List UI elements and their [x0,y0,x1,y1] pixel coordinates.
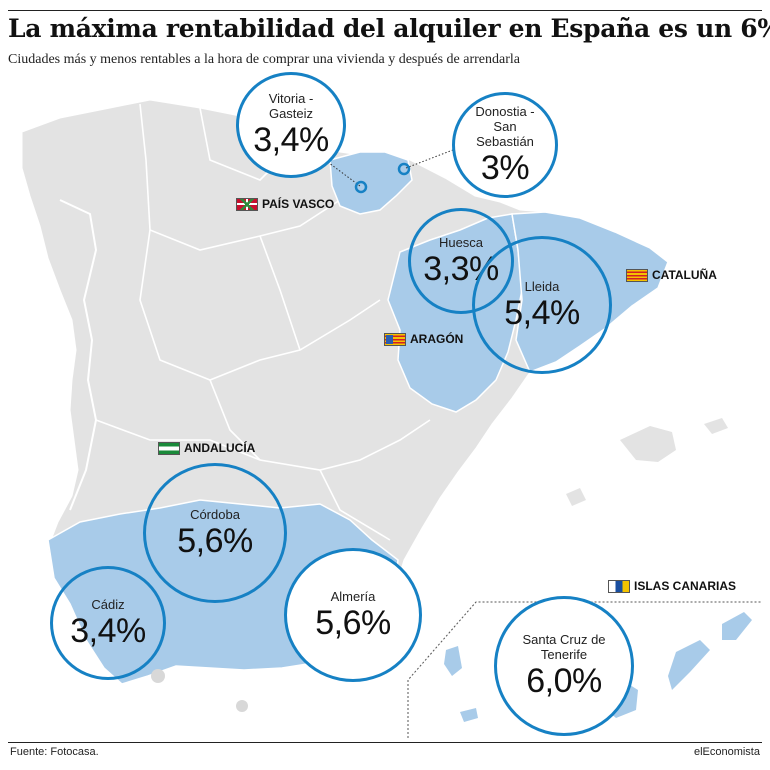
catalan-flag-icon [626,268,648,282]
region-name-cataluna: CATALUÑA [652,268,717,282]
city-value-vitoria: 3,4% [253,121,329,159]
la-palma-island [444,646,462,676]
city-name-huesca: Huesca [438,234,484,250]
melilla-dot [236,700,248,712]
vitoria-leader [324,159,361,187]
region-label-cataluna: CATALUÑA [626,268,717,282]
vitoria-marker [354,180,368,194]
region-label-canarias: ISLAS CANARIAS [608,579,736,593]
bubble-almeria: Almería 5,6% [284,548,422,682]
city-name-cordoba: Córdoba [190,506,240,522]
city-value-cadiz: 3,4% [70,611,146,650]
city-name-cadiz: Cádiz [91,596,125,612]
region-name-andalucia: ANDALUCÍA [184,441,256,455]
bottom-rule [8,742,762,743]
bubble-vitoria: Vitoria - Gasteiz 3,4% [236,72,346,178]
brand-credit: elEconomista [693,746,760,758]
city-value-cordoba: 5,6% [177,521,253,560]
region-label-aragon: ARAGÓN [384,332,463,346]
bubble-donostia: Donostia - San Sebastián 3% [452,92,558,198]
andalucia-flag-icon [158,441,180,455]
ibiza-island [566,488,586,506]
region-name-pais-vasco: PAÍS VASCO [262,197,335,211]
source-note: Fuente: Fotocasa. [10,746,99,758]
el-hierro-island [460,708,478,722]
bubble-cadiz: Cádiz 3,4% [50,566,166,680]
fuerteventura-island [668,640,710,690]
bubble-cordoba: Córdoba 5,6% [143,463,287,603]
region-name-canarias: ISLAS CANARIAS [634,579,737,593]
region-label-andalucia: ANDALUCÍA [158,441,255,455]
page-subtitle: Ciudades más y menos rentables a la hora… [8,52,520,67]
pais-vasco-region [329,151,413,215]
city-value-lleida: 5,4% [504,293,580,332]
canarias-flag-icon [608,579,630,593]
lanzarote-island [722,612,752,640]
city-value-tenerife: 6,0% [526,662,602,700]
city-value-almeria: 5,6% [315,603,391,642]
donostia-leader [405,147,459,169]
menorca-island [704,418,728,434]
ceuta-dot [151,669,165,683]
city-name-lleida: Lleida [524,278,560,294]
donostia-marker [397,162,411,176]
basque-flag-icon [236,197,258,211]
city-name-tenerife: Santa Cruz de Tenerife [522,632,606,662]
city-name-vitoria: Vitoria - Gasteiz [268,91,314,121]
mallorca-island [620,426,676,462]
region-label-pais-vasco: PAÍS VASCO [236,197,334,211]
portugal-border [59,199,98,511]
bubble-tenerife: Santa Cruz de Tenerife 6,0% [494,596,634,736]
region-borders [95,103,431,541]
city-name-almeria: Almería [330,588,376,604]
top-rule [8,10,762,11]
canarias-inset-frame [407,601,762,738]
city-value-donostia: 3% [480,148,530,187]
city-name-donostia: Donostia - San Sebastián [475,103,535,149]
region-name-aragon: ARAGÓN [410,332,464,346]
aragon-flag-icon [384,332,406,346]
page-title: La máxima rentabilidad del alquiler en E… [8,14,770,43]
bubble-lleida: Lleida 5,4% [472,236,612,374]
